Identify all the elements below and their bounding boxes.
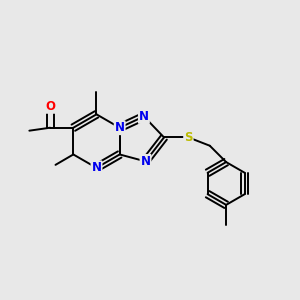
Text: S: S: [184, 131, 193, 144]
Text: O: O: [45, 100, 55, 113]
Text: N: N: [140, 155, 151, 168]
Text: N: N: [92, 161, 101, 174]
Text: N: N: [115, 121, 125, 134]
Text: N: N: [139, 110, 149, 123]
